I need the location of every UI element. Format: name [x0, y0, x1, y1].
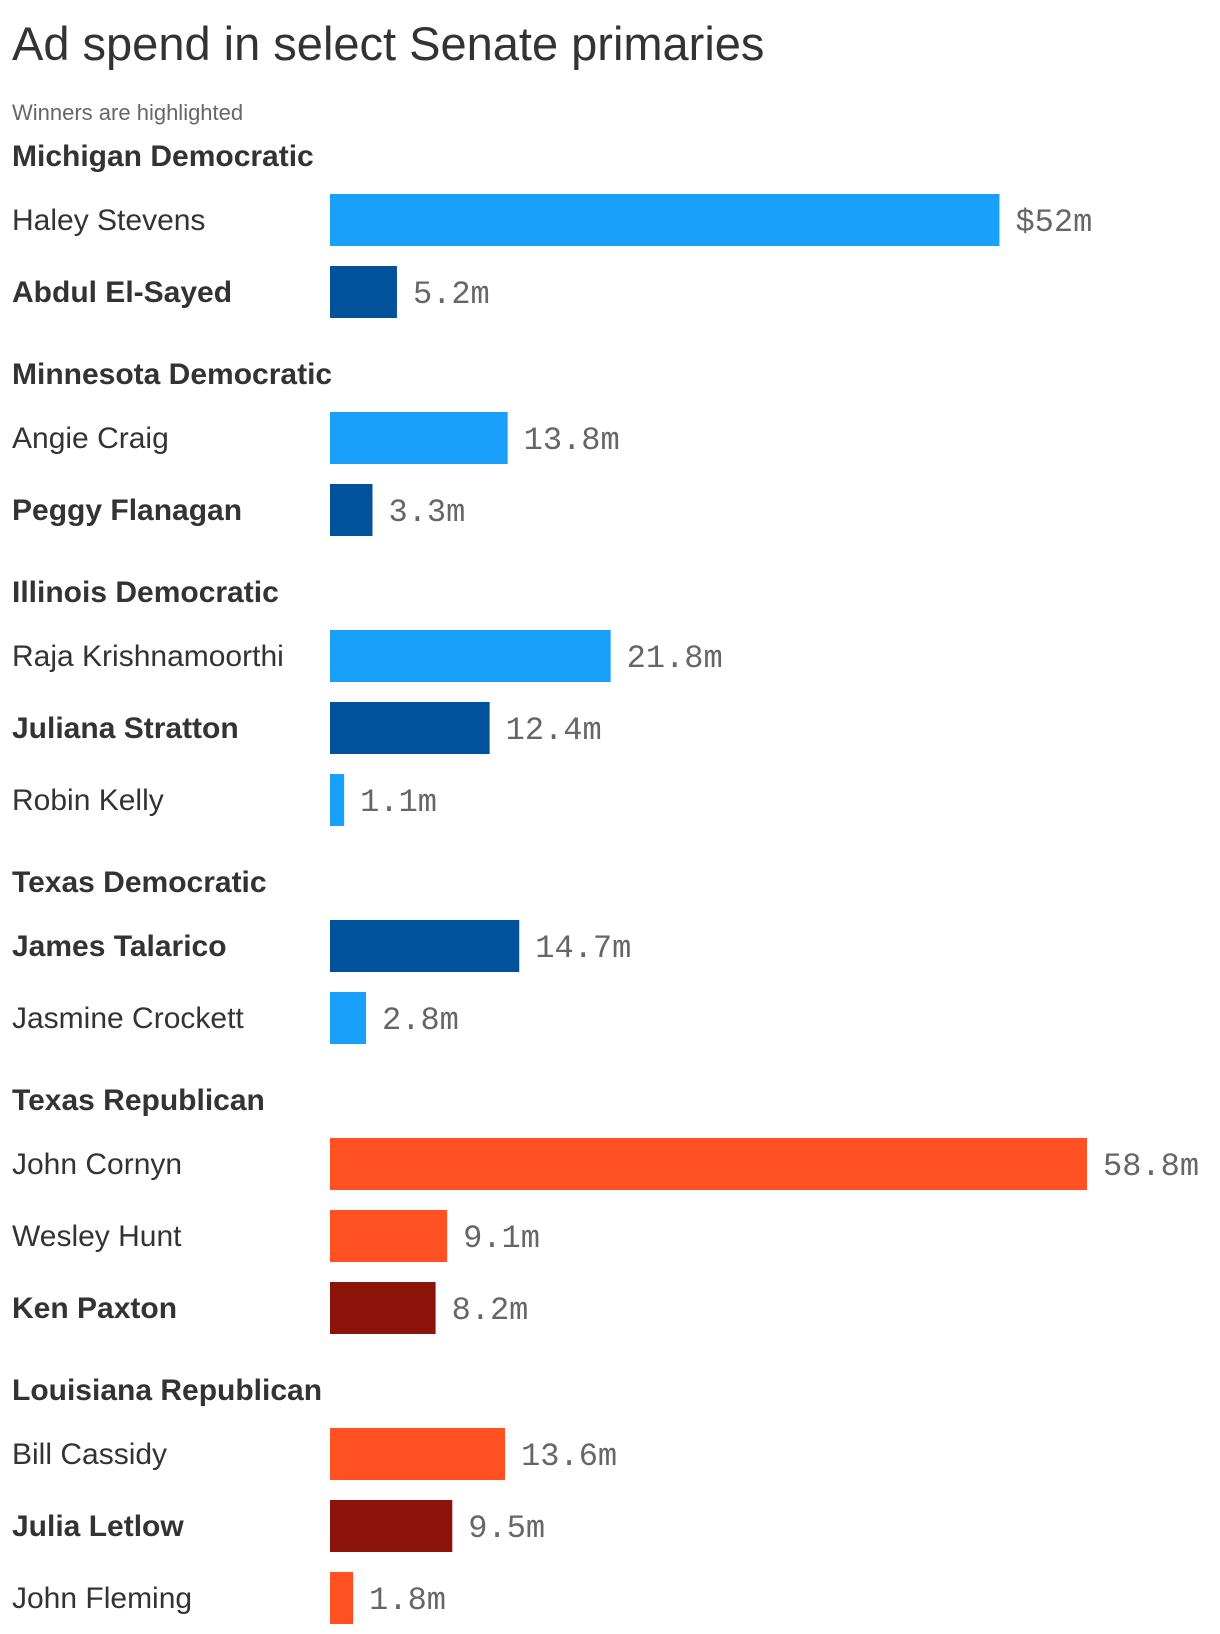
candidate-label: James Talarico	[12, 930, 227, 963]
group-label: Texas Republican	[12, 1084, 265, 1117]
bar	[330, 484, 373, 536]
candidate-label: Haley Stevens	[12, 204, 205, 237]
chart-subtitle: Winners are highlighted	[12, 100, 243, 125]
bar	[330, 1138, 1087, 1190]
plot-area: Michigan Democratic Haley Stevens $52m Abdu…	[12, 140, 1199, 1624]
bar	[330, 1428, 506, 1480]
candidate-label: Angie Craig	[12, 422, 169, 455]
candidate-label: John Fleming	[12, 1582, 192, 1615]
group-label: Illinois Democratic	[12, 576, 279, 609]
bar	[330, 1282, 436, 1334]
value-label: 5.2m	[413, 276, 490, 313]
value-label: 1.8m	[369, 1582, 446, 1619]
value-label: 1.1m	[360, 784, 437, 821]
value-label: 21.8m	[627, 640, 723, 677]
bar	[330, 266, 397, 318]
candidate-label: Robin Kelly	[12, 784, 164, 817]
candidate-label: Jasmine Crockett	[12, 1002, 244, 1035]
bar	[330, 1572, 354, 1624]
candidate-label: Bill Cassidy	[12, 1438, 167, 1471]
candidate-label: Julia Letlow	[12, 1510, 184, 1543]
bar	[330, 1500, 453, 1552]
bar	[330, 992, 367, 1044]
candidate-label: Peggy Flanagan	[12, 494, 242, 527]
value-label: 13.6m	[521, 1438, 617, 1475]
bar	[330, 774, 345, 826]
chart-title: Ad spend in select Senate primaries	[12, 17, 764, 70]
bar	[330, 702, 490, 754]
bar	[330, 1210, 448, 1262]
value-label: 2.8m	[382, 1002, 459, 1039]
value-label: 58.8m	[1103, 1148, 1199, 1185]
group-label: Michigan Democratic	[12, 140, 314, 173]
bar	[330, 630, 611, 682]
candidate-label: Raja Krishnamoorthi	[12, 640, 284, 673]
group-label: Texas Democratic	[12, 866, 267, 899]
value-label: 14.7m	[535, 930, 631, 967]
value-label: 3.3m	[388, 494, 465, 531]
value-label: 8.2m	[452, 1292, 529, 1329]
candidate-label: Ken Paxton	[12, 1292, 177, 1325]
bar	[330, 412, 508, 464]
candidate-label: Abdul El-Sayed	[12, 276, 232, 309]
value-label: 9.5m	[468, 1510, 545, 1547]
value-label: 12.4m	[506, 712, 602, 749]
candidate-label: Wesley Hunt	[12, 1220, 182, 1253]
candidate-label: Juliana Stratton	[12, 712, 239, 745]
group-label: Louisiana Republican	[12, 1374, 322, 1407]
candidate-label: John Cornyn	[12, 1148, 182, 1181]
value-label: $52m	[1015, 204, 1092, 241]
group-label: Minnesota Democratic	[12, 358, 332, 391]
value-label: 9.1m	[463, 1220, 540, 1257]
value-label: 13.8m	[524, 422, 620, 459]
bar	[330, 194, 1000, 246]
bar	[330, 920, 520, 972]
